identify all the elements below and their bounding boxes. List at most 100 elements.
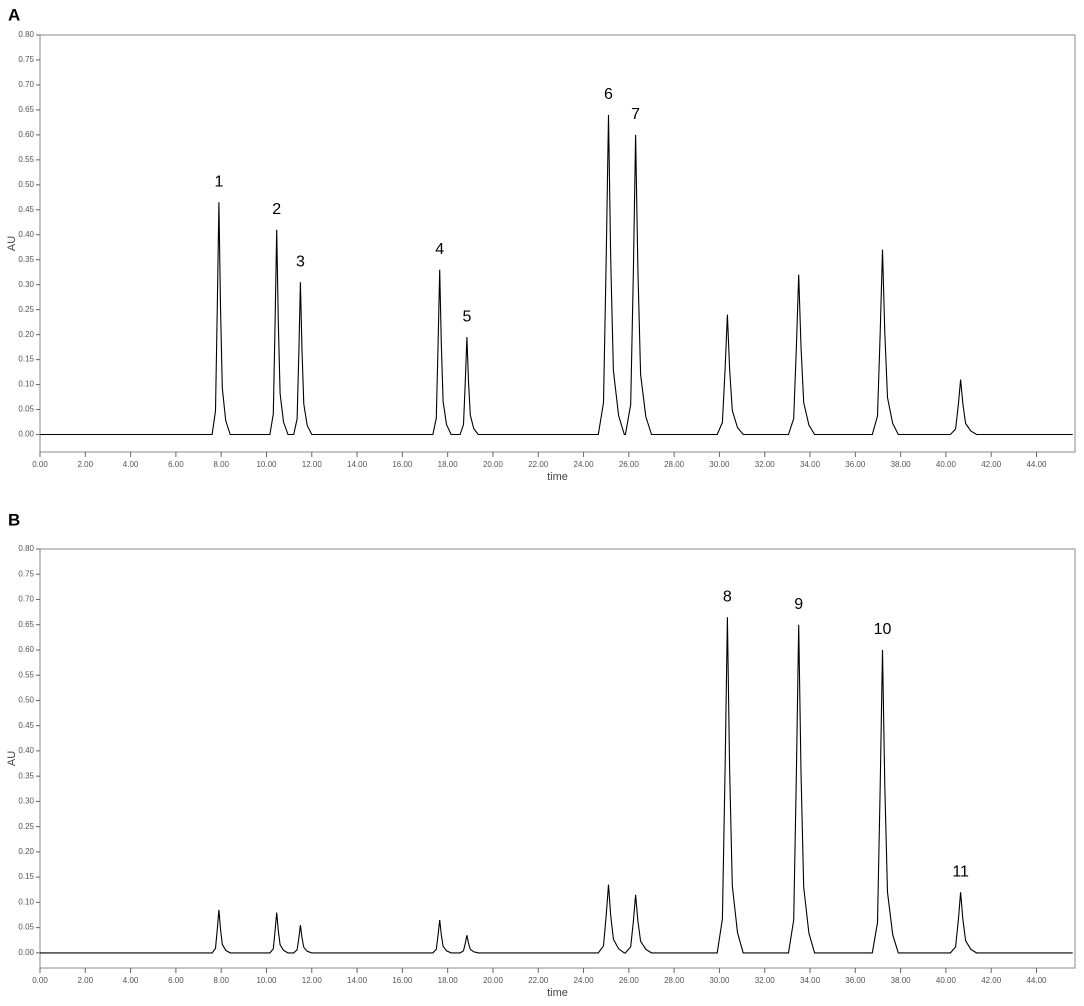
- y-tick-label: 0.15: [18, 355, 34, 364]
- x-axis-label: time: [547, 471, 568, 483]
- peak-label: 11: [952, 863, 969, 880]
- x-tick-label: 26.00: [619, 460, 640, 469]
- x-tick-label: 16.00: [392, 976, 413, 985]
- y-tick-label: 0.05: [18, 923, 34, 932]
- y-tick-label: 0.50: [18, 180, 34, 189]
- x-tick-label: 38.00: [891, 460, 912, 469]
- y-tick-label: 0.45: [18, 205, 34, 214]
- y-tick-label: 0.60: [18, 130, 34, 139]
- y-tick-label: 0.65: [18, 620, 34, 629]
- x-tick-label: 44.00: [1026, 460, 1047, 469]
- peak-label: 2: [272, 201, 281, 218]
- x-tick-label: 34.00: [800, 460, 821, 469]
- y-tick-label: 0.15: [18, 872, 34, 881]
- x-tick-label: 40.00: [936, 460, 957, 469]
- y-axis-label: AU: [6, 236, 18, 251]
- y-tick-label: 0.75: [18, 55, 34, 64]
- y-tick-label: 0.55: [18, 670, 34, 679]
- y-tick-label: 0.00: [18, 948, 34, 957]
- x-tick-label: 12.00: [302, 976, 323, 985]
- x-tick-label: 2.00: [78, 976, 94, 985]
- y-tick-label: 0.25: [18, 305, 34, 314]
- x-tick-label: 20.00: [483, 460, 504, 469]
- x-tick-label: 18.00: [438, 460, 459, 469]
- y-tick-label: 0.40: [18, 746, 34, 755]
- x-axis-label: time: [547, 987, 568, 999]
- peak-label: 10: [874, 621, 892, 638]
- x-tick-label: 4.00: [123, 976, 139, 985]
- peak-label: 1: [214, 174, 223, 191]
- x-tick-label: 6.00: [168, 460, 184, 469]
- y-tick-label: 0.35: [18, 255, 34, 264]
- y-tick-label: 0.80: [18, 544, 34, 553]
- x-tick-label: 14.00: [347, 460, 368, 469]
- x-tick-label: 10.00: [256, 460, 277, 469]
- x-tick-label: 4.00: [123, 460, 139, 469]
- x-tick-label: 22.00: [528, 460, 549, 469]
- x-tick-label: 14.00: [347, 976, 368, 985]
- y-tick-label: 0.05: [18, 405, 34, 414]
- x-tick-label: 20.00: [483, 976, 504, 985]
- x-tick-label: 0.00: [32, 460, 48, 469]
- x-tick-label: 42.00: [981, 460, 1002, 469]
- y-tick-label: 0.10: [18, 380, 34, 389]
- peak-label: 5: [462, 308, 471, 325]
- panel-label: B: [8, 510, 20, 529]
- x-tick-label: 8.00: [213, 976, 229, 985]
- panel-label: A: [8, 5, 20, 24]
- y-tick-label: 0.65: [18, 105, 34, 114]
- y-tick-label: 0.45: [18, 721, 34, 730]
- peak-label: 4: [435, 241, 444, 258]
- x-tick-label: 8.00: [213, 460, 229, 469]
- x-tick-label: 16.00: [392, 460, 413, 469]
- peak-label: 7: [631, 106, 640, 123]
- y-tick-label: 0.80: [18, 30, 34, 39]
- y-tick-label: 0.00: [18, 430, 34, 439]
- peak-label: 6: [604, 86, 613, 103]
- x-tick-label: 44.00: [1026, 976, 1047, 985]
- x-tick-label: 24.00: [574, 460, 595, 469]
- x-tick-label: 42.00: [981, 976, 1002, 985]
- y-tick-label: 0.60: [18, 645, 34, 654]
- y-tick-label: 0.30: [18, 280, 34, 289]
- x-tick-label: 0.00: [32, 976, 48, 985]
- y-tick-label: 0.40: [18, 230, 34, 239]
- x-tick-label: 26.00: [619, 976, 640, 985]
- y-tick-label: 0.55: [18, 155, 34, 164]
- peak-label: 3: [296, 253, 305, 270]
- x-tick-label: 32.00: [755, 460, 776, 469]
- y-tick-label: 0.75: [18, 569, 34, 578]
- plot-frame: [39, 34, 1076, 453]
- chromatogram-line: [40, 617, 1073, 954]
- peak-label: 8: [723, 588, 732, 605]
- chromatogram-line: [40, 114, 1073, 436]
- y-tick-label: 0.70: [18, 80, 34, 89]
- x-tick-label: 22.00: [528, 976, 549, 985]
- y-tick-label: 0.20: [18, 847, 34, 856]
- x-tick-label: 36.00: [845, 460, 866, 469]
- x-tick-label: 30.00: [709, 976, 730, 985]
- plot-frame: [39, 548, 1076, 969]
- x-tick-label: 28.00: [664, 460, 685, 469]
- y-tick-label: 0.30: [18, 797, 34, 806]
- y-tick-label: 0.25: [18, 822, 34, 831]
- y-axis-label: AU: [6, 751, 18, 766]
- x-tick-label: 28.00: [664, 976, 685, 985]
- x-tick-label: 12.00: [302, 460, 323, 469]
- x-tick-label: 34.00: [800, 976, 821, 985]
- y-tick-label: 0.35: [18, 771, 34, 780]
- x-tick-label: 38.00: [891, 976, 912, 985]
- peak-label: 9: [794, 596, 803, 613]
- y-tick-label: 0.50: [18, 696, 34, 705]
- y-tick-label: 0.70: [18, 595, 34, 604]
- x-tick-label: 32.00: [755, 976, 776, 985]
- x-tick-label: 24.00: [574, 976, 595, 985]
- x-tick-label: 10.00: [256, 976, 277, 985]
- y-tick-label: 0.20: [18, 330, 34, 339]
- x-tick-label: 18.00: [438, 976, 459, 985]
- x-tick-label: 36.00: [845, 976, 866, 985]
- x-tick-label: 6.00: [168, 976, 184, 985]
- y-tick-label: 0.10: [18, 897, 34, 906]
- x-tick-label: 2.00: [78, 460, 94, 469]
